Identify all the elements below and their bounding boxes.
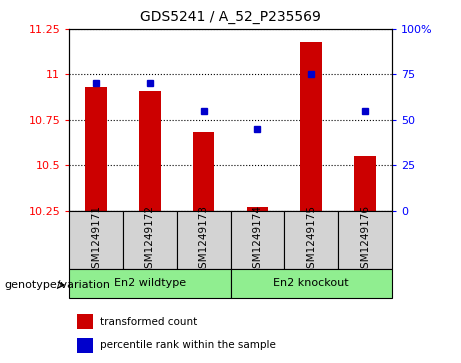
Bar [193,132,214,211]
Bar [230,211,284,269]
Bar [69,269,230,298]
Text: GSM1249173: GSM1249173 [199,205,209,274]
Title: GDS5241 / A_52_P235569: GDS5241 / A_52_P235569 [140,10,321,24]
Text: GSM1249176: GSM1249176 [360,205,370,274]
Text: GSM1249174: GSM1249174 [252,205,262,274]
Text: GSM1249172: GSM1249172 [145,205,155,274]
Text: GSM1249175: GSM1249175 [306,205,316,274]
Bar [301,42,322,211]
Bar [139,91,160,211]
Bar [69,211,123,269]
Bar [247,207,268,211]
Text: En2 wildtype: En2 wildtype [114,278,186,288]
Bar [177,211,230,269]
Text: En2 knockout: En2 knockout [273,278,349,288]
Text: percentile rank within the sample: percentile rank within the sample [100,340,277,350]
Text: GSM1249171: GSM1249171 [91,205,101,274]
Bar [77,338,93,353]
Bar [230,269,392,298]
Bar [77,314,93,330]
Bar [123,211,177,269]
Text: genotype/variation: genotype/variation [5,280,111,290]
Bar [338,211,392,269]
Bar [284,211,338,269]
Text: transformed count: transformed count [100,317,198,327]
Bar [85,87,107,211]
Bar [354,156,376,211]
